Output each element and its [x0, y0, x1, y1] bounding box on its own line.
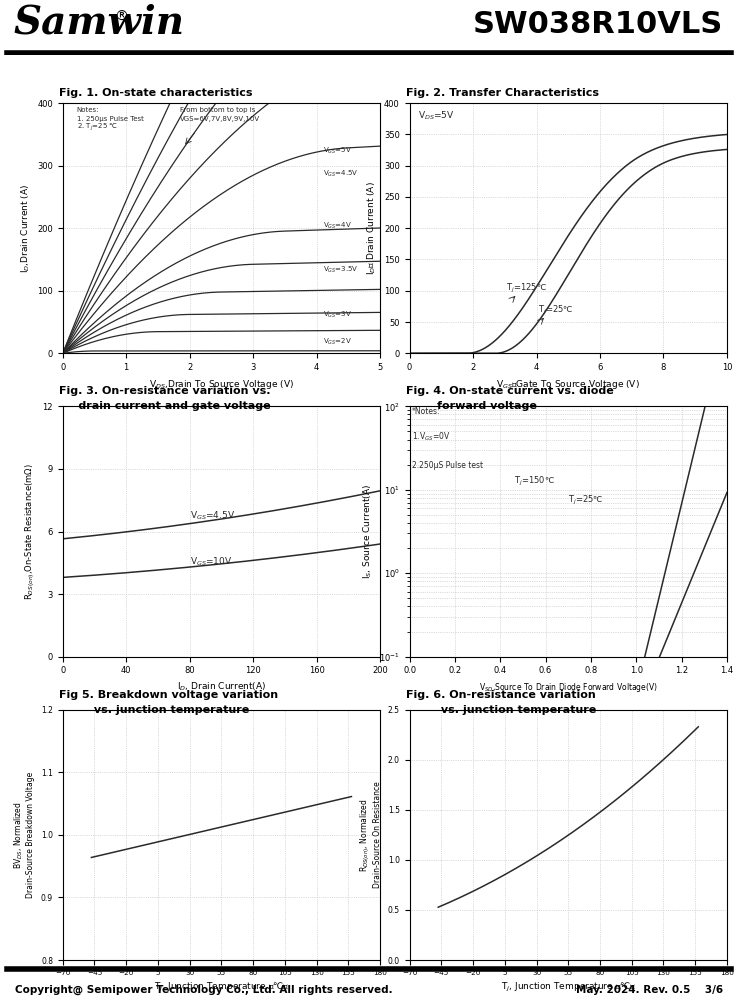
- Text: 1.V$_{GS}$=0V: 1.V$_{GS}$=0V: [412, 431, 451, 443]
- Y-axis label: BV$_{DS}$, Normalized
Drain-Source Breakdown Voltage: BV$_{DS}$, Normalized Drain-Source Break…: [13, 772, 35, 898]
- X-axis label: I$_D$, Drain Current(A): I$_D$, Drain Current(A): [176, 681, 266, 693]
- Text: Fig. 4. On-state current vs. diode: Fig. 4. On-state current vs. diode: [406, 386, 614, 396]
- X-axis label: V$_{SD}$,Source To Drain Diode Forward Voltage(V): V$_{SD}$,Source To Drain Diode Forward V…: [479, 681, 658, 694]
- Text: ®: ®: [114, 10, 128, 24]
- Text: Copyright@ Semipower Technology Co., Ltd. All rights reserved.: Copyright@ Semipower Technology Co., Ltd…: [15, 985, 393, 995]
- Text: May. 2024. Rev. 0.5    3/6: May. 2024. Rev. 0.5 3/6: [576, 985, 723, 995]
- X-axis label: V$_{DS}$,Drain To Source Voltage (V): V$_{DS}$,Drain To Source Voltage (V): [149, 378, 294, 391]
- Y-axis label: I$_D$， Drain Current (A): I$_D$， Drain Current (A): [366, 181, 379, 275]
- Text: Samwin: Samwin: [13, 3, 184, 41]
- Text: VGS=6V,7V,8V,9V,10V: VGS=6V,7V,8V,9V,10V: [180, 116, 261, 122]
- Text: V$_{GS}$=3.5V: V$_{GS}$=3.5V: [323, 265, 359, 275]
- Text: T$_j$=125℃: T$_j$=125℃: [506, 282, 548, 295]
- Text: Notes:: Notes:: [77, 107, 99, 113]
- X-axis label: T$_j$, Junction Temperature （℃）: T$_j$, Junction Temperature （℃）: [154, 981, 289, 994]
- Text: Fig. 3. On-resistance variation vs.: Fig. 3. On-resistance variation vs.: [59, 386, 271, 396]
- Text: V$_{GS}$=5V: V$_{GS}$=5V: [323, 146, 352, 156]
- Text: V$_{GS}$=4.5V: V$_{GS}$=4.5V: [190, 510, 235, 522]
- Text: Fig. 6. On-resistance variation: Fig. 6. On-resistance variation: [406, 690, 596, 700]
- Text: 1. 250μs Pulse Test: 1. 250μs Pulse Test: [77, 116, 144, 122]
- Text: forward voltage: forward voltage: [406, 401, 537, 411]
- Y-axis label: R$_{DS(on)}$, Normalized
Drain-Source On Resistance: R$_{DS(on)}$, Normalized Drain-Source On…: [358, 781, 382, 888]
- Text: Fig 5. Breakdown voltage variation: Fig 5. Breakdown voltage variation: [59, 690, 278, 700]
- Text: From bottom to top is: From bottom to top is: [180, 107, 255, 113]
- Text: Fig. 1. On-state characteristics: Fig. 1. On-state characteristics: [59, 88, 252, 98]
- Text: 2.250μS Pulse test: 2.250μS Pulse test: [412, 461, 483, 470]
- Y-axis label: I$_S$, Source Current(A): I$_S$, Source Current(A): [361, 484, 373, 579]
- Text: *Notes:: *Notes:: [412, 407, 441, 416]
- Text: vs. junction temperature: vs. junction temperature: [59, 705, 249, 715]
- Text: V$_{GS}$=2V: V$_{GS}$=2V: [323, 337, 352, 347]
- Text: V$_{DS}$=5V: V$_{DS}$=5V: [418, 110, 454, 122]
- X-axis label: T$_j$, Junction Temperature （℃）: T$_j$, Junction Temperature （℃）: [500, 981, 636, 994]
- Text: drain current and gate voltage: drain current and gate voltage: [59, 401, 271, 411]
- Text: vs. junction temperature: vs. junction temperature: [406, 705, 596, 715]
- Text: T$_j$=150℃: T$_j$=150℃: [514, 475, 555, 488]
- Text: V$_{GS}$=10V: V$_{GS}$=10V: [190, 556, 232, 568]
- Text: V$_{GS}$=4V: V$_{GS}$=4V: [323, 221, 352, 231]
- Y-axis label: I$_D$,Drain Current (A): I$_D$,Drain Current (A): [19, 183, 32, 273]
- X-axis label: V$_{GS}$，Gate To Source Voltage (V): V$_{GS}$，Gate To Source Voltage (V): [497, 378, 640, 391]
- Text: 2. T$_j$=25 ℃: 2. T$_j$=25 ℃: [77, 121, 118, 133]
- Text: T$_j$=25℃: T$_j$=25℃: [568, 494, 604, 507]
- Text: T$_j$=25℃: T$_j$=25℃: [538, 304, 573, 317]
- Text: V$_{GS}$=4.5V: V$_{GS}$=4.5V: [323, 169, 359, 179]
- Text: Fig. 2. Transfer Characteristics: Fig. 2. Transfer Characteristics: [406, 88, 599, 98]
- Y-axis label: R$_{DS(on)}$,On-State Resistance(mΩ): R$_{DS(on)}$,On-State Resistance(mΩ): [23, 463, 37, 600]
- Text: SW038R10VLS: SW038R10VLS: [473, 10, 723, 39]
- Text: V$_{GS}$=3V: V$_{GS}$=3V: [323, 309, 352, 320]
